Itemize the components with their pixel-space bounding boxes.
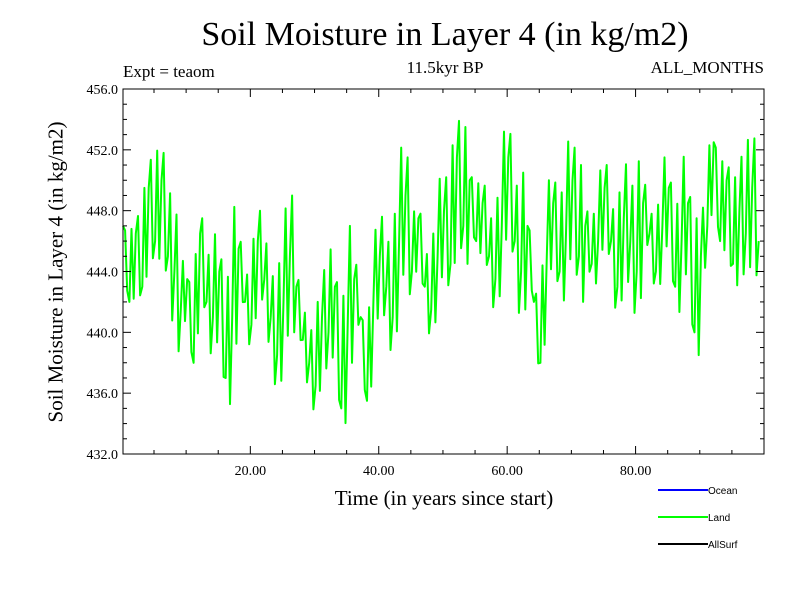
axis-ticks: 432.0 436.0 440.0 444.0 448.0 452.0 456.0 20.00… [87,83,764,479]
x-tick-label: 20.00 [235,464,267,479]
y-tick-label: 432.0 [87,448,119,463]
legend: Ocean Land AllSurf [658,486,738,551]
period-label: ALL_MONTHS [650,58,764,77]
x-tick-label: 40.00 [363,464,395,479]
experiment-label: Expt = teaom [123,62,215,81]
legend-label-ocean: Ocean [708,486,737,497]
y-tick-label: 444.0 [87,266,119,281]
x-axis-label: Time (in years since start) [334,486,554,510]
legend-label-allsurf: AllSurf [708,540,738,551]
chart-title: Soil Moisture in Layer 4 (in kg/m2) [201,16,689,53]
x-tick-label: 80.00 [620,464,652,479]
y-tick-label: 436.0 [87,387,119,402]
y-tick-label: 452.0 [87,144,119,159]
series-line-land [122,119,760,425]
legend-label-land: Land [708,513,730,524]
chart-subtitle: 11.5kyr BP [406,58,484,77]
x-tick-label: 60.00 [491,464,523,479]
y-tick-label: 448.0 [87,205,119,220]
plot-layer [122,119,760,425]
y-tick-label: 440.0 [87,326,119,341]
y-tick-label: 456.0 [87,83,119,98]
